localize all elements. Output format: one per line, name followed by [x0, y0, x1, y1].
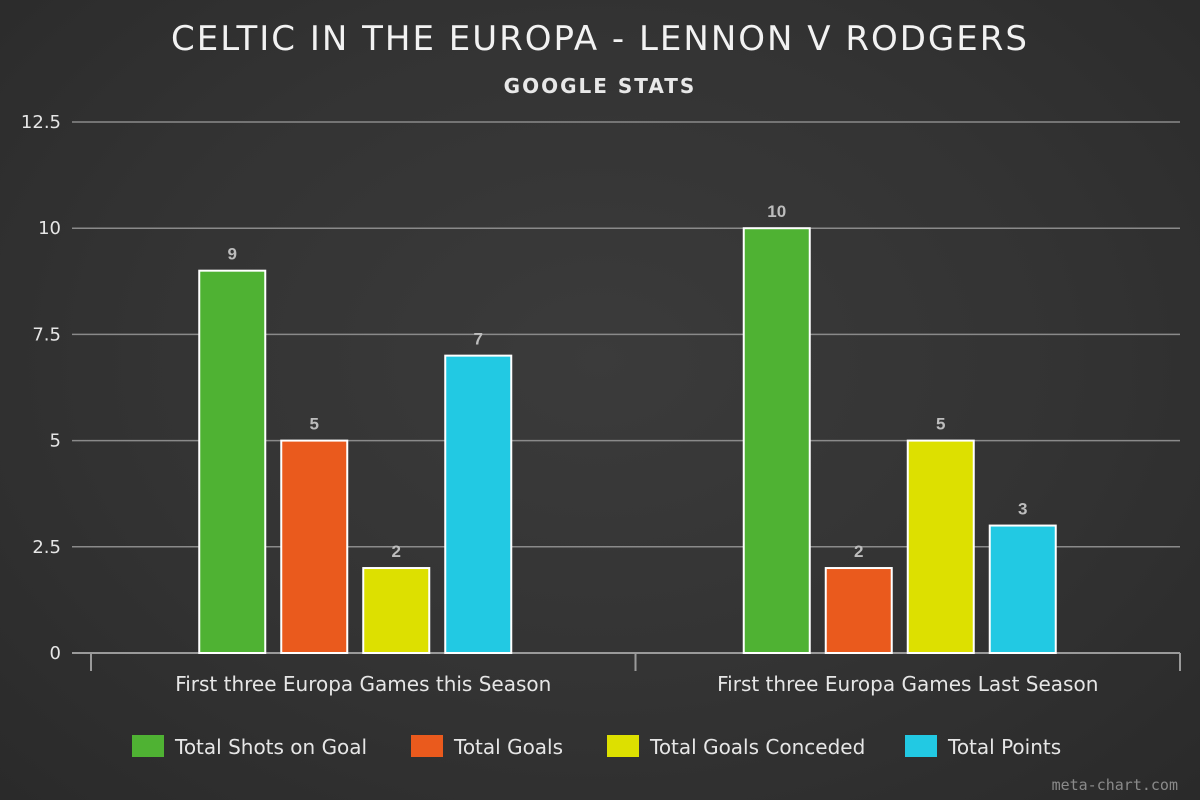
legend-label: Total Shots on Goal: [174, 735, 367, 759]
legend-swatch: [132, 735, 164, 757]
y-tick-label: 0: [50, 643, 61, 664]
y-tick-label: 2.5: [32, 537, 61, 558]
data-label: 7: [474, 330, 483, 349]
y-tick-label: 10: [38, 218, 61, 239]
watermark: meta-chart.com: [1052, 776, 1178, 794]
bar: [988, 524, 1057, 654]
legend-swatch: [411, 735, 443, 757]
data-label: 10: [767, 202, 786, 221]
data-label: 3: [1018, 500, 1027, 519]
chart-subtitle: GOOGLE STATS: [504, 74, 697, 98]
chart-title: CELTIC IN THE EUROPA - LENNON V RODGERS: [171, 19, 1029, 59]
x-axis: First three Europa Games this Season Firs…: [90, 653, 1181, 696]
y-tick-label: 7.5: [32, 324, 61, 345]
legend-label: Total Points: [947, 735, 1061, 759]
data-label: 2: [392, 542, 401, 561]
data-label: 5: [310, 415, 319, 434]
bar: [280, 439, 349, 654]
legend-swatch: [905, 735, 937, 757]
y-tick-label: 12.5: [21, 112, 61, 133]
bar: [906, 439, 975, 654]
legend-label: Total Goals: [453, 735, 563, 759]
bars: 9 5 2 7 10 2 5 3: [198, 202, 1057, 654]
bar: [444, 354, 513, 654]
legend: Total Shots on Goal Total Goals Total Goal…: [132, 735, 1061, 759]
y-axis: 0 2.5 5 7.5 10 12.5: [21, 112, 61, 664]
x-category-label: First three Europa Games this Season: [175, 672, 551, 696]
data-label: 2: [854, 542, 863, 561]
data-label: 9: [228, 245, 237, 264]
bar: [362, 567, 431, 654]
y-tick-label: 5: [50, 431, 61, 452]
bar: [824, 567, 893, 654]
data-label: 5: [936, 415, 945, 434]
x-category-label: First three Europa Games Last Season: [717, 672, 1098, 696]
legend-label: Total Goals Conceded: [649, 735, 865, 759]
bar: [198, 269, 267, 654]
bar: [742, 227, 811, 654]
legend-swatch: [607, 735, 639, 757]
